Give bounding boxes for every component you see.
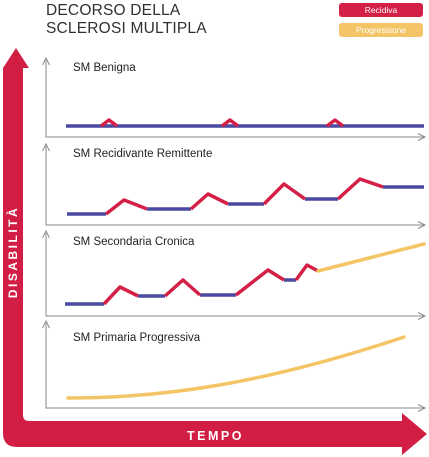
panel-label: SM Benigna [73,62,136,74]
title-line-2: SCLEROSI MULTIPLA [46,20,207,37]
y-axis-tick-arrow [42,229,50,239]
relapse-line [189,192,229,211]
panel-label: SM Primaria Progressiva [73,332,201,344]
x-axis-tick-arrow [417,404,427,412]
relapse-line [234,268,285,297]
relapse-line [99,118,119,128]
axis-frame [3,48,427,455]
x-axis-label: TEMPO [187,429,244,443]
x-axis-arrow [3,413,427,455]
progression-line [316,242,426,273]
progression-line [66,335,406,400]
panel-benign: SM Benigna [42,56,427,141]
relapse-line [336,177,384,201]
legend-relapse: Recidiva [339,3,423,17]
relapse-line [104,198,148,216]
relapse-line [294,263,319,282]
panel-label: SM Recidivante Remittente [73,148,212,160]
diagram-title: DECORSO DELLA SCLEROSI MULTIPLA [46,2,207,38]
x-axis-tick-arrow [417,133,427,141]
relapse-line [262,182,307,206]
panel-axes [45,323,424,409]
panel-axes [45,60,424,138]
relapse-line [325,118,345,128]
x-axis-tick-arrow [417,221,427,229]
title-line-1: DECORSO DELLA [46,2,181,19]
y-axis-tick-arrow [42,142,50,152]
y-axis-arrow [3,48,29,415]
relapse-line [163,278,202,298]
y-axis-label: DISABILITÀ [5,206,20,298]
y-axis-tick-arrow [42,319,50,329]
panel-primary-progressive: SM Primaria Progressiva [42,319,427,412]
panel-label: SM Secondaria Cronica [73,236,195,248]
x-axis-tick-arrow [417,312,427,320]
legend-progression: Progressione [339,23,423,37]
panel-axes [45,233,424,317]
relapse-line [220,118,240,128]
panel-secondary-progressive: SM Secondaria Cronica [42,229,427,320]
panel-relapsing-remitting: SM Recidivante Remittente [42,142,427,229]
relapse-line [102,285,139,306]
panel-axes [45,146,424,226]
y-axis-tick-arrow [42,56,50,66]
